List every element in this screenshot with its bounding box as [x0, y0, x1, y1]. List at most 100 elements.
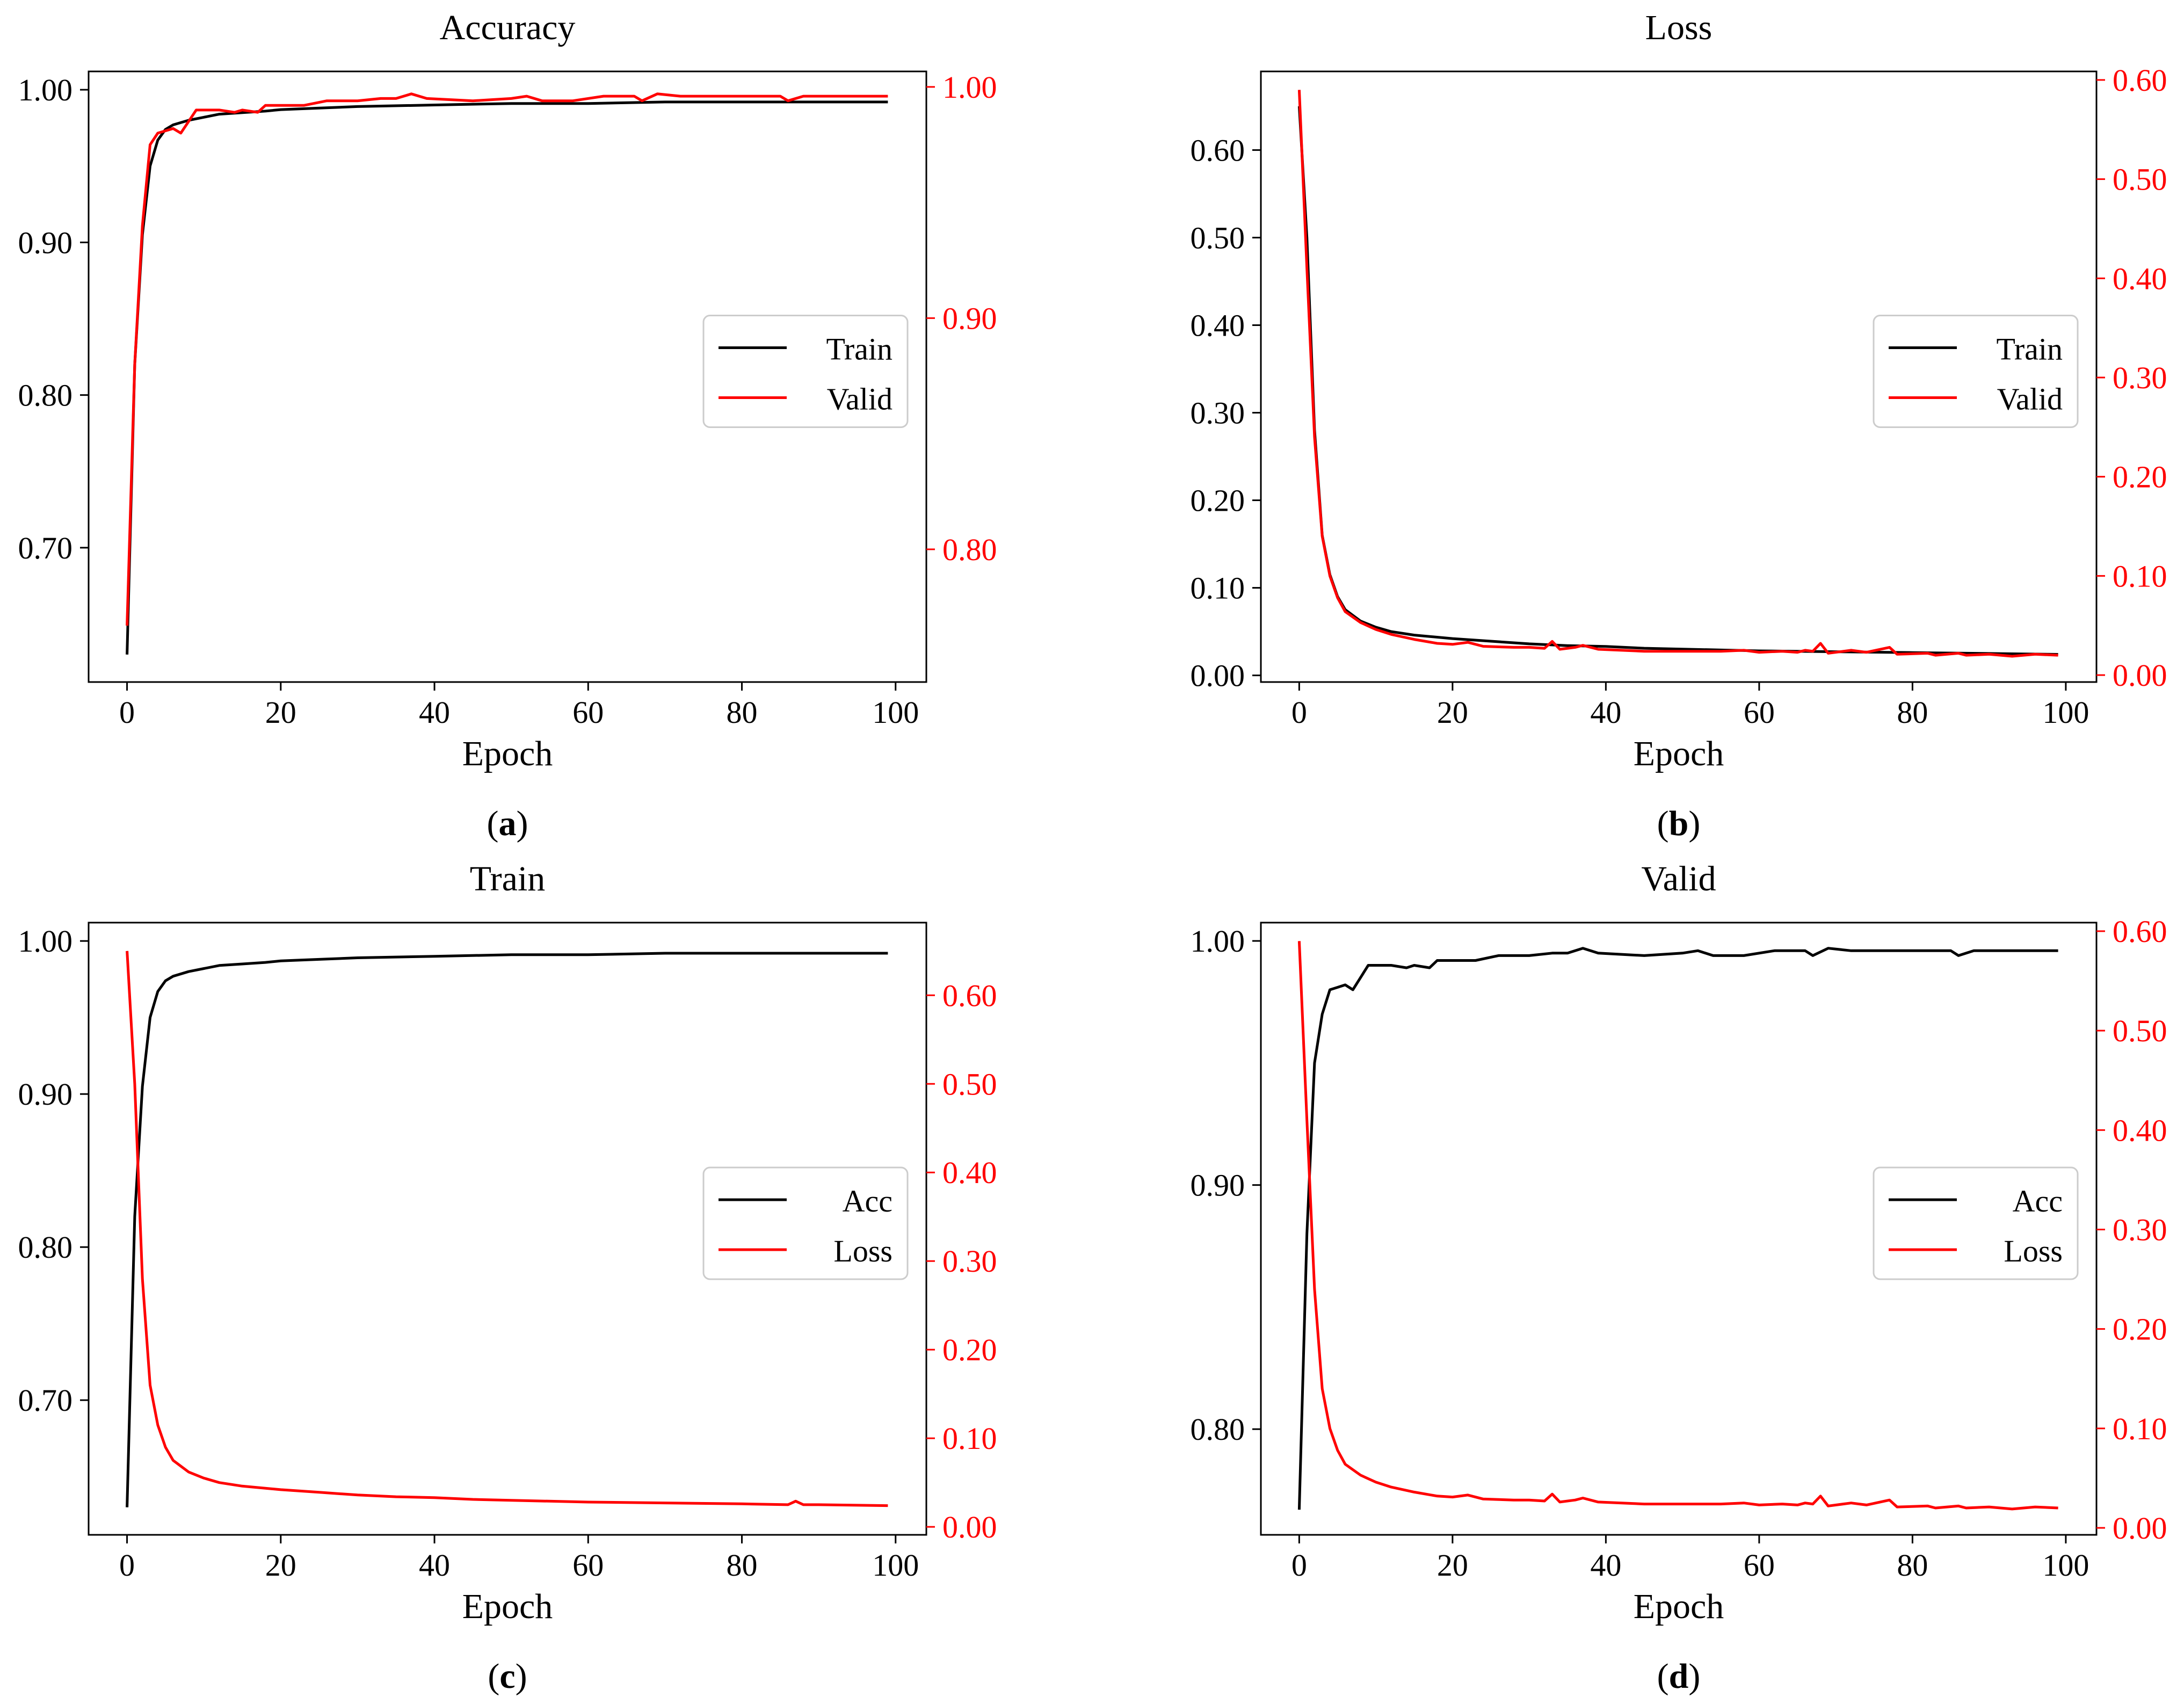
x-tick-label: 0: [1291, 1548, 1307, 1583]
legend-box: [702, 1166, 909, 1280]
panel-label-letter: b: [1669, 804, 1689, 843]
right-y-tick-label: 0.60: [2113, 63, 2167, 98]
x-tick-label: 40: [1590, 695, 1621, 730]
x-tick-label: 80: [727, 1548, 758, 1583]
right-y-tick-label: 0.40: [2113, 261, 2167, 296]
panel-label: (d): [1657, 1657, 1701, 1696]
right-y-tick-label: 0.40: [942, 1155, 997, 1190]
right-y-tick-label: 0.20: [942, 1332, 997, 1367]
x-axis-label: Epoch: [462, 1587, 553, 1626]
panel-label-close: ): [1688, 804, 1700, 843]
x-tick-label: 100: [872, 695, 919, 730]
right-y-tick-label: 0.50: [2113, 1013, 2167, 1048]
right-y-tick-label: 0.50: [942, 1067, 997, 1101]
left-y-tick-label: 0.70: [18, 531, 73, 565]
right-y-tick-label: 0.30: [942, 1244, 997, 1279]
right-y-tick-label: 0.00: [942, 1510, 997, 1545]
panel-label-open: (: [487, 804, 499, 843]
panel-label-close: ): [1688, 1657, 1700, 1696]
legend-label-loss: Loss: [2004, 1234, 2063, 1268]
x-tick-label: 20: [1437, 695, 1468, 730]
chart-panel-d: 0 20 40 60 80 100 0.80 0.90 1.00 0.00 0.10 0.20 0.30…: [1191, 859, 2167, 1696]
panel-label-close: ): [517, 804, 528, 843]
series-line-valid: [1297, 90, 2058, 658]
left-y-tick-label: 1.00: [1191, 924, 1245, 959]
panel-label-close: ): [516, 1657, 527, 1696]
right-y-tick-label: 0.10: [942, 1421, 997, 1456]
left-y-tick-label: 0.90: [1191, 1168, 1245, 1203]
x-tick-label: 100: [2042, 695, 2089, 730]
chart-title: Train: [470, 859, 546, 898]
x-tick-label: 80: [1897, 695, 1928, 730]
legend: Train Valid: [1873, 315, 2079, 428]
x-tick-label: 100: [872, 1548, 919, 1583]
chart-title: Accuracy: [440, 8, 576, 47]
left-y-tick-label: 0.90: [18, 1077, 73, 1112]
x-tick-label: 80: [1897, 1548, 1928, 1583]
chart-panel-a: 0 20 40 60 80 100 0.70 0.80 0.90 1.00 0.80 0.90 1.00…: [18, 8, 997, 843]
right-y-tick-label: 0.30: [2113, 360, 2167, 395]
left-y-tick-label: 1.00: [18, 72, 73, 107]
legend: Acc Loss: [702, 1166, 909, 1280]
right-y-tick-label: 0.00: [2113, 1511, 2167, 1546]
legend: Train Valid: [702, 315, 909, 428]
right-y-tick-label: 0.90: [942, 301, 997, 336]
x-tick-label: 60: [1744, 695, 1775, 730]
legend-label-train: Train: [826, 332, 893, 367]
legend-box: [702, 315, 909, 428]
x-tick-label: 40: [1590, 1548, 1621, 1583]
left-y-tick-label: 0.00: [1191, 658, 1245, 693]
legend-box: [1873, 1166, 2079, 1280]
x-tick-label: 80: [727, 695, 758, 730]
left-y-tick-label: 0.40: [1191, 308, 1245, 343]
left-y-tick-label: 0.70: [18, 1383, 73, 1418]
chart-title: Loss: [1645, 8, 1713, 47]
x-tick-label: 60: [572, 695, 604, 730]
x-axis-label: Epoch: [1634, 1587, 1724, 1626]
panel-label-open: (: [488, 1657, 499, 1696]
legend: Acc Loss: [1873, 1166, 2079, 1280]
x-axis-label: Epoch: [1634, 734, 1724, 773]
panel-label-open: (: [1657, 804, 1669, 843]
panel-label: (b): [1657, 804, 1701, 843]
chart-title: Valid: [1641, 859, 1716, 898]
panel-label-letter: c: [499, 1657, 515, 1696]
plot-frame: [88, 70, 927, 683]
chart-panel-b: 0 20 40 60 80 100 0.00 0.10 0.20 0.30 0.40 0.50 0.60…: [1191, 8, 2167, 843]
left-y-tick-label: 0.80: [18, 1230, 73, 1265]
x-tick-label: 60: [1744, 1548, 1775, 1583]
x-tick-label: 40: [419, 695, 450, 730]
right-y-tick-label: 0.40: [2113, 1113, 2167, 1148]
series-line-valid: [126, 92, 888, 626]
x-tick-label: 0: [1291, 695, 1307, 730]
x-axis-label: Epoch: [462, 734, 553, 773]
legend-label-acc: Acc: [843, 1184, 893, 1219]
right-y-tick-label: 0.00: [2113, 658, 2167, 693]
x-tick-label: 60: [572, 1548, 604, 1583]
left-y-tick-label: 0.90: [18, 225, 73, 260]
x-tick-label: 0: [119, 1548, 135, 1583]
plot-frame: [88, 922, 927, 1536]
panel-label-open: (: [1657, 1657, 1669, 1696]
x-tick-label: 0: [119, 695, 135, 730]
legend-label-loss: Loss: [833, 1234, 893, 1268]
legend-label-valid: Valid: [1997, 382, 2063, 417]
series-line-loss: [126, 951, 888, 1507]
legend-box: [1873, 315, 2079, 428]
panel-label-letter: a: [499, 804, 517, 843]
left-y-tick-label: 0.60: [1191, 133, 1245, 168]
right-y-tick-label: 0.20: [2113, 460, 2167, 495]
right-y-tick-label: 0.10: [2113, 1411, 2167, 1446]
series-line-loss: [1297, 941, 2058, 1511]
right-y-tick-label: 0.80: [942, 532, 997, 567]
right-y-tick-label: 0.30: [2113, 1212, 2167, 1247]
x-tick-label: 100: [2042, 1548, 2089, 1583]
right-y-tick-label: 0.60: [942, 978, 997, 1013]
panel-label-letter: d: [1669, 1657, 1689, 1696]
panel-label: (c): [488, 1657, 527, 1696]
series-line-acc: [1297, 947, 2058, 1510]
left-y-tick-label: 0.80: [1191, 1412, 1245, 1447]
series-line-acc: [126, 952, 888, 1507]
x-tick-label: 40: [419, 1548, 450, 1583]
